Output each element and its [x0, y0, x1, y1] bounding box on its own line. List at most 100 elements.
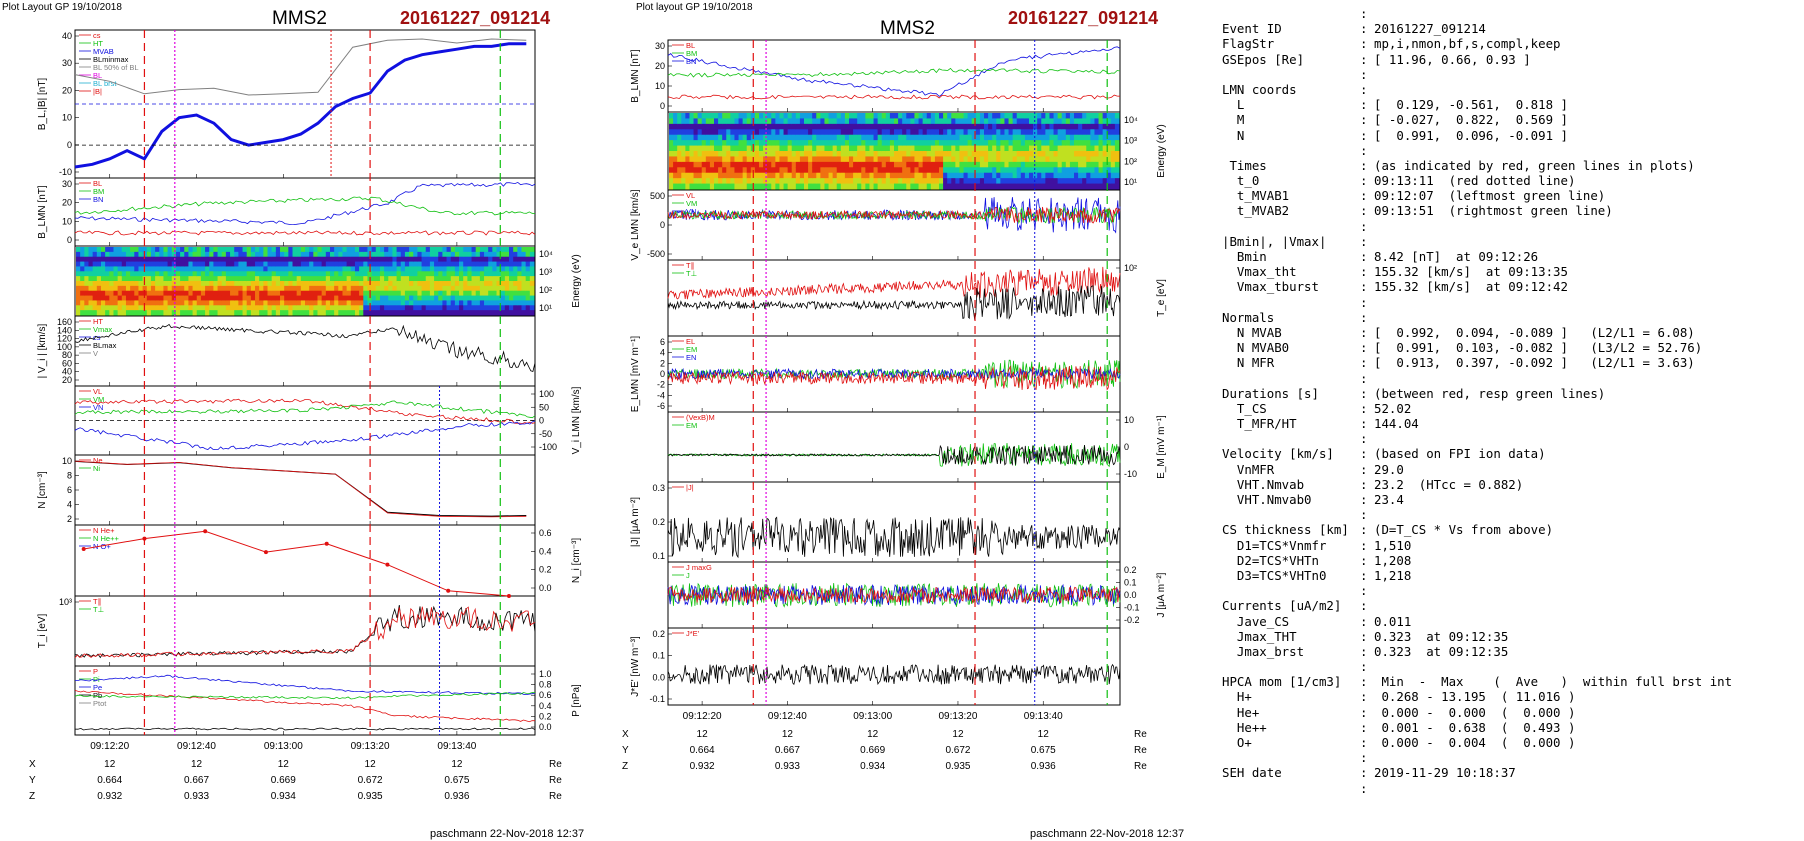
spectrogram-cell [673, 134, 678, 141]
spectrogram-cell [681, 140, 686, 147]
info-key: VHT.Nmvab [1222, 476, 1305, 492]
spectrogram-cell [840, 172, 846, 179]
spectrogram-cell [963, 118, 969, 125]
spectrogram-cell [263, 251, 269, 258]
spectrogram-cell [159, 281, 164, 287]
spectrogram-cell [738, 113, 744, 119]
spectrogram-cell [246, 310, 252, 316]
spectrogram-cell [709, 140, 715, 147]
spectrogram-cell [359, 310, 364, 316]
spectrogram-cell [175, 266, 181, 272]
spectrogram-cell [1106, 123, 1112, 130]
spectrogram-cell [799, 134, 805, 141]
spectrogram-cell [159, 290, 164, 297]
spectrogram-cell [963, 161, 969, 168]
spectrogram-cell [857, 118, 862, 125]
spectrogram-cell [459, 256, 464, 263]
spectrogram-cell [906, 161, 911, 168]
spectrogram-cell [947, 183, 952, 190]
info-colon: : [1360, 157, 1368, 173]
right-legend-label: BL [686, 41, 695, 50]
spectrogram-cell [673, 123, 678, 130]
spectrogram-cell [975, 113, 981, 119]
spectrogram-cell [146, 251, 152, 258]
spectrogram-cell [775, 167, 780, 174]
spectrogram-cell [898, 134, 903, 141]
spectrogram-cell [130, 251, 135, 258]
spectrogram-cell [384, 295, 389, 301]
spectrogram-cell [943, 151, 948, 157]
spectrogram-cell [1041, 113, 1046, 119]
spectrogram-cell [1033, 183, 1038, 190]
spectrogram-cell [849, 129, 854, 136]
spectrogram-cell [1074, 113, 1079, 119]
spectrogram-cell [288, 261, 294, 267]
info-value: [ 0.913, 0.397, -0.092 ] (L2/L1 = 3.63) [1374, 355, 1695, 371]
spectrogram-cell [1086, 161, 1091, 168]
spectrogram-cell [910, 183, 915, 190]
spectrogram-cell [484, 290, 489, 297]
spectrogram-cell [346, 271, 352, 277]
spectrogram-cell [246, 256, 252, 263]
spectrogram-cell [759, 118, 764, 125]
spectrogram-cell [885, 183, 891, 190]
spectrogram-cell [1102, 129, 1108, 136]
spectrogram-cell [779, 129, 785, 136]
spectrogram-cell [1094, 167, 1100, 174]
spectrogram-cell [209, 310, 214, 316]
spectrogram-cell [967, 113, 973, 119]
spectrogram-cell [783, 113, 789, 119]
spectrogram-cell [779, 123, 785, 130]
spectrogram-cell [1069, 156, 1075, 163]
spectrogram-cell [894, 129, 899, 136]
spectrogram-cell [200, 295, 206, 301]
spectrogram-cell [454, 261, 460, 267]
spectrogram-cell [525, 281, 531, 287]
spectrogram-cell [1110, 183, 1116, 190]
spectrogram-cell [384, 266, 389, 272]
spectrogram-cell [685, 129, 690, 136]
spectrogram-cell [454, 281, 460, 287]
spectrogram-cell [787, 167, 793, 174]
right-bl-trace [667, 46, 1121, 97]
spectrogram-cell [959, 151, 965, 157]
spectrogram-cell [824, 118, 830, 125]
spectrogram-cell [750, 113, 756, 119]
spectrogram-cell [705, 178, 711, 185]
spectrogram-cell [1004, 145, 1010, 152]
spectrogram-cell [342, 247, 348, 253]
spectrogram-cell [513, 305, 518, 311]
spectrogram-cell [529, 251, 535, 258]
spectrogram-cell [163, 281, 169, 287]
spectrogram-cell [677, 151, 682, 157]
info-row: : [1222, 781, 1802, 796]
spectrogram-cell [939, 118, 944, 125]
spectrogram-cell [1082, 123, 1087, 130]
spectrogram-cell [130, 290, 135, 297]
spectrogram-cell [509, 295, 514, 301]
spectrogram-cell [188, 266, 194, 272]
info-value: 1,208 [1374, 552, 1412, 568]
info-value: [ 0.992, 0.094, -0.089 ] (L2/L1 = 6.08) [1374, 324, 1695, 340]
spectrogram-cell [877, 172, 883, 179]
spectrogram-cell [714, 151, 719, 157]
spectrogram-cell [205, 281, 210, 287]
spectrogram-cell [167, 271, 173, 277]
spectrogram-cell [804, 145, 809, 152]
spectrogram-cell [450, 290, 456, 297]
spectrogram-cell [517, 290, 523, 297]
spectrogram-cell [677, 129, 682, 136]
spectrogram-cell [947, 167, 952, 174]
spectrogram-cell [873, 178, 879, 185]
spectrogram-cell [1114, 161, 1120, 168]
spectrogram-cell [400, 290, 406, 297]
spectrogram-cell [775, 178, 780, 185]
spectrogram-cell [192, 261, 198, 267]
spectrogram-cell [730, 156, 735, 163]
spectrogram-cell [718, 178, 723, 185]
spectrogram-cell [1041, 183, 1046, 190]
spectrogram-cell [109, 290, 114, 297]
info-key: Jmax_brst [1222, 643, 1305, 659]
spectrogram-cell [763, 178, 768, 185]
spectrogram-cell [1102, 113, 1108, 119]
